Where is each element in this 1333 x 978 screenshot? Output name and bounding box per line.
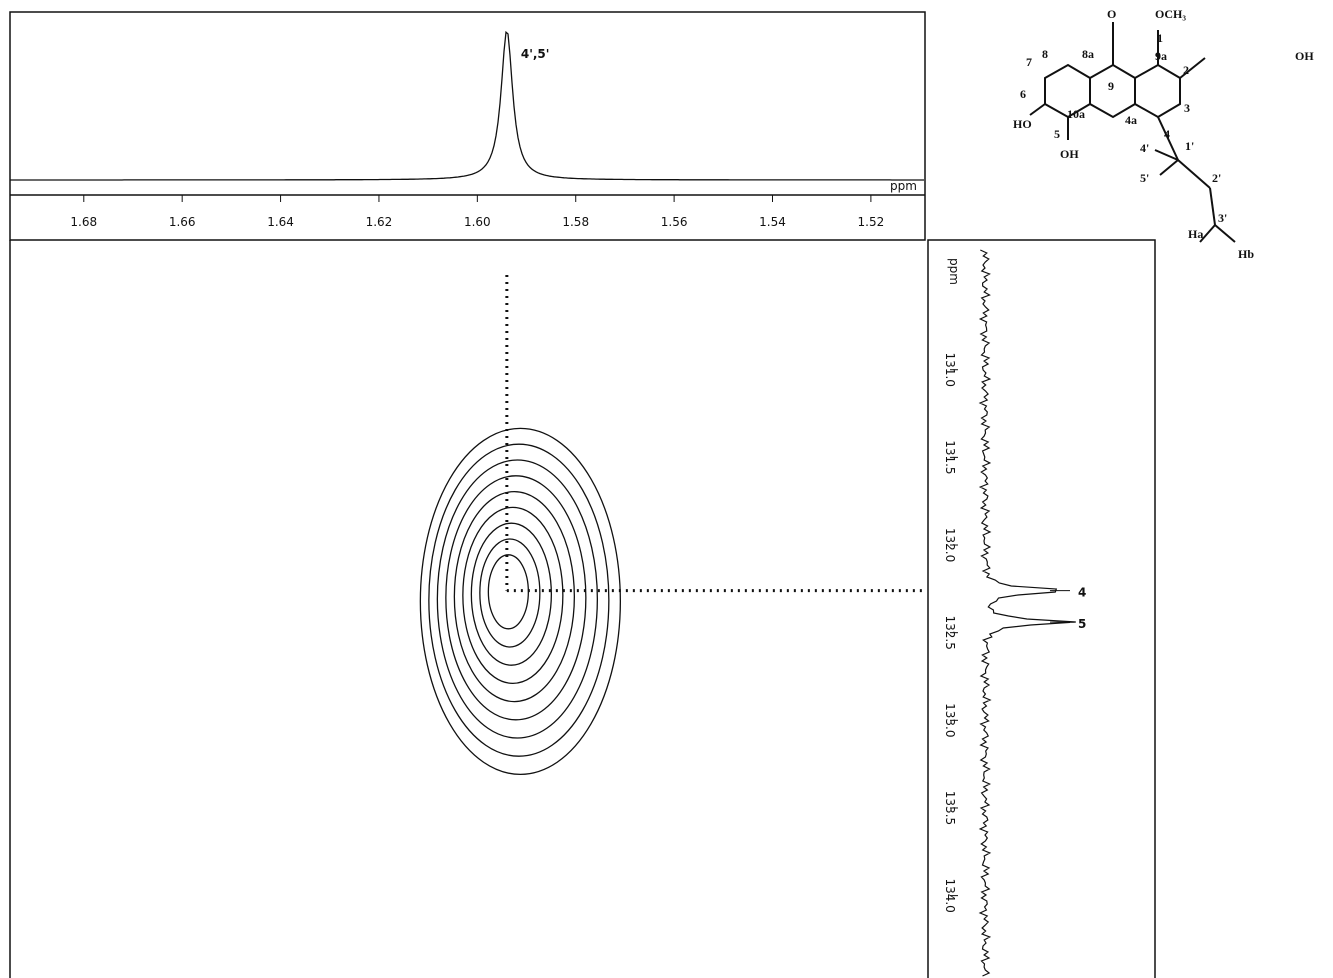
structure-label: OH xyxy=(1060,147,1079,161)
structure-label: 4 xyxy=(1164,127,1170,141)
structure-label: 7 xyxy=(1026,55,1032,69)
bond xyxy=(1157,116,1179,161)
contour xyxy=(428,443,610,757)
contour xyxy=(445,475,587,721)
structure-label: 8a xyxy=(1082,47,1094,61)
structure-label: 5 xyxy=(1054,127,1060,141)
structure-label: 2 xyxy=(1183,63,1189,77)
structure-label: 3' xyxy=(1218,211,1227,225)
y-tick-label: 131.0 xyxy=(943,353,957,387)
y-unit: ppm xyxy=(947,258,961,285)
bond xyxy=(1209,187,1216,226)
contour xyxy=(479,538,541,648)
x-tick-label: 1.54 xyxy=(759,215,786,229)
structure-label: 9 xyxy=(1108,79,1114,93)
ring-c xyxy=(1134,63,1181,119)
structure: O OCH₃ OH HO OH Ha Hb 1 2 34 4a 5 6 78 8a 9 9a 10a 1' 2' 3' 4… xyxy=(1013,7,1314,261)
structure-label: OCH₃ xyxy=(1155,7,1186,21)
x-unit: ppm xyxy=(890,179,917,193)
bond xyxy=(1154,149,1179,161)
structure-label: 1' xyxy=(1185,139,1194,153)
top-spectrum xyxy=(10,30,924,181)
contour xyxy=(462,506,564,685)
bond xyxy=(1029,103,1046,116)
cross-peak xyxy=(419,427,622,776)
y-tick-label: 133.5 xyxy=(943,791,957,825)
top-peak-label: 4',5' xyxy=(521,47,550,61)
x-tick-label: 1.68 xyxy=(70,215,97,229)
top-frame xyxy=(9,11,926,241)
y-tick-label: 131.5 xyxy=(943,440,957,474)
bond xyxy=(1177,159,1211,189)
structure-label: 1 xyxy=(1157,31,1163,45)
structure-label: O xyxy=(1107,7,1116,21)
structure-label: 6 xyxy=(1020,87,1026,101)
structure-label: HO xyxy=(1013,117,1032,131)
x-tick-label: 1.66 xyxy=(169,215,196,229)
contour xyxy=(419,427,622,776)
x-tick-label: 1.60 xyxy=(464,215,491,229)
structure-label: 4a xyxy=(1125,113,1137,127)
y-tick-label: 132.0 xyxy=(943,528,957,562)
structure-label: 5' xyxy=(1140,171,1149,185)
structure-label: 2' xyxy=(1212,171,1221,185)
structure-label: 9a xyxy=(1155,49,1167,63)
structure-label: 8 xyxy=(1042,47,1048,61)
contour xyxy=(470,522,553,666)
x-tick-label: 1.52 xyxy=(858,215,885,229)
y-tick-label: 134.0 xyxy=(943,878,957,912)
x-tick-label: 1.64 xyxy=(267,215,294,229)
side-frame xyxy=(927,239,1156,978)
side-peak-label: 4 xyxy=(1078,586,1086,600)
structure-label: OH xyxy=(1295,49,1314,63)
side-spectrum xyxy=(978,249,1076,977)
structure-label: 4' xyxy=(1140,141,1149,155)
bond xyxy=(1199,224,1216,243)
structure-label: Hb xyxy=(1238,247,1254,261)
structure-label: 10a xyxy=(1067,107,1085,121)
y-tick-label: 132.5 xyxy=(943,615,957,649)
contour xyxy=(436,459,599,739)
x-tick-label: 1.56 xyxy=(661,215,688,229)
structure-label: Ha xyxy=(1188,227,1203,241)
y-tick-label: 133.0 xyxy=(943,703,957,737)
x-tick-label: 1.58 xyxy=(562,215,589,229)
bond xyxy=(1159,159,1179,176)
structure-label: 3 xyxy=(1184,101,1190,115)
contour xyxy=(453,490,576,703)
bond xyxy=(1179,57,1206,79)
x-tick-label: 1.62 xyxy=(366,215,393,229)
side-peak-label: 5 xyxy=(1078,617,1086,631)
bond xyxy=(1214,224,1236,243)
